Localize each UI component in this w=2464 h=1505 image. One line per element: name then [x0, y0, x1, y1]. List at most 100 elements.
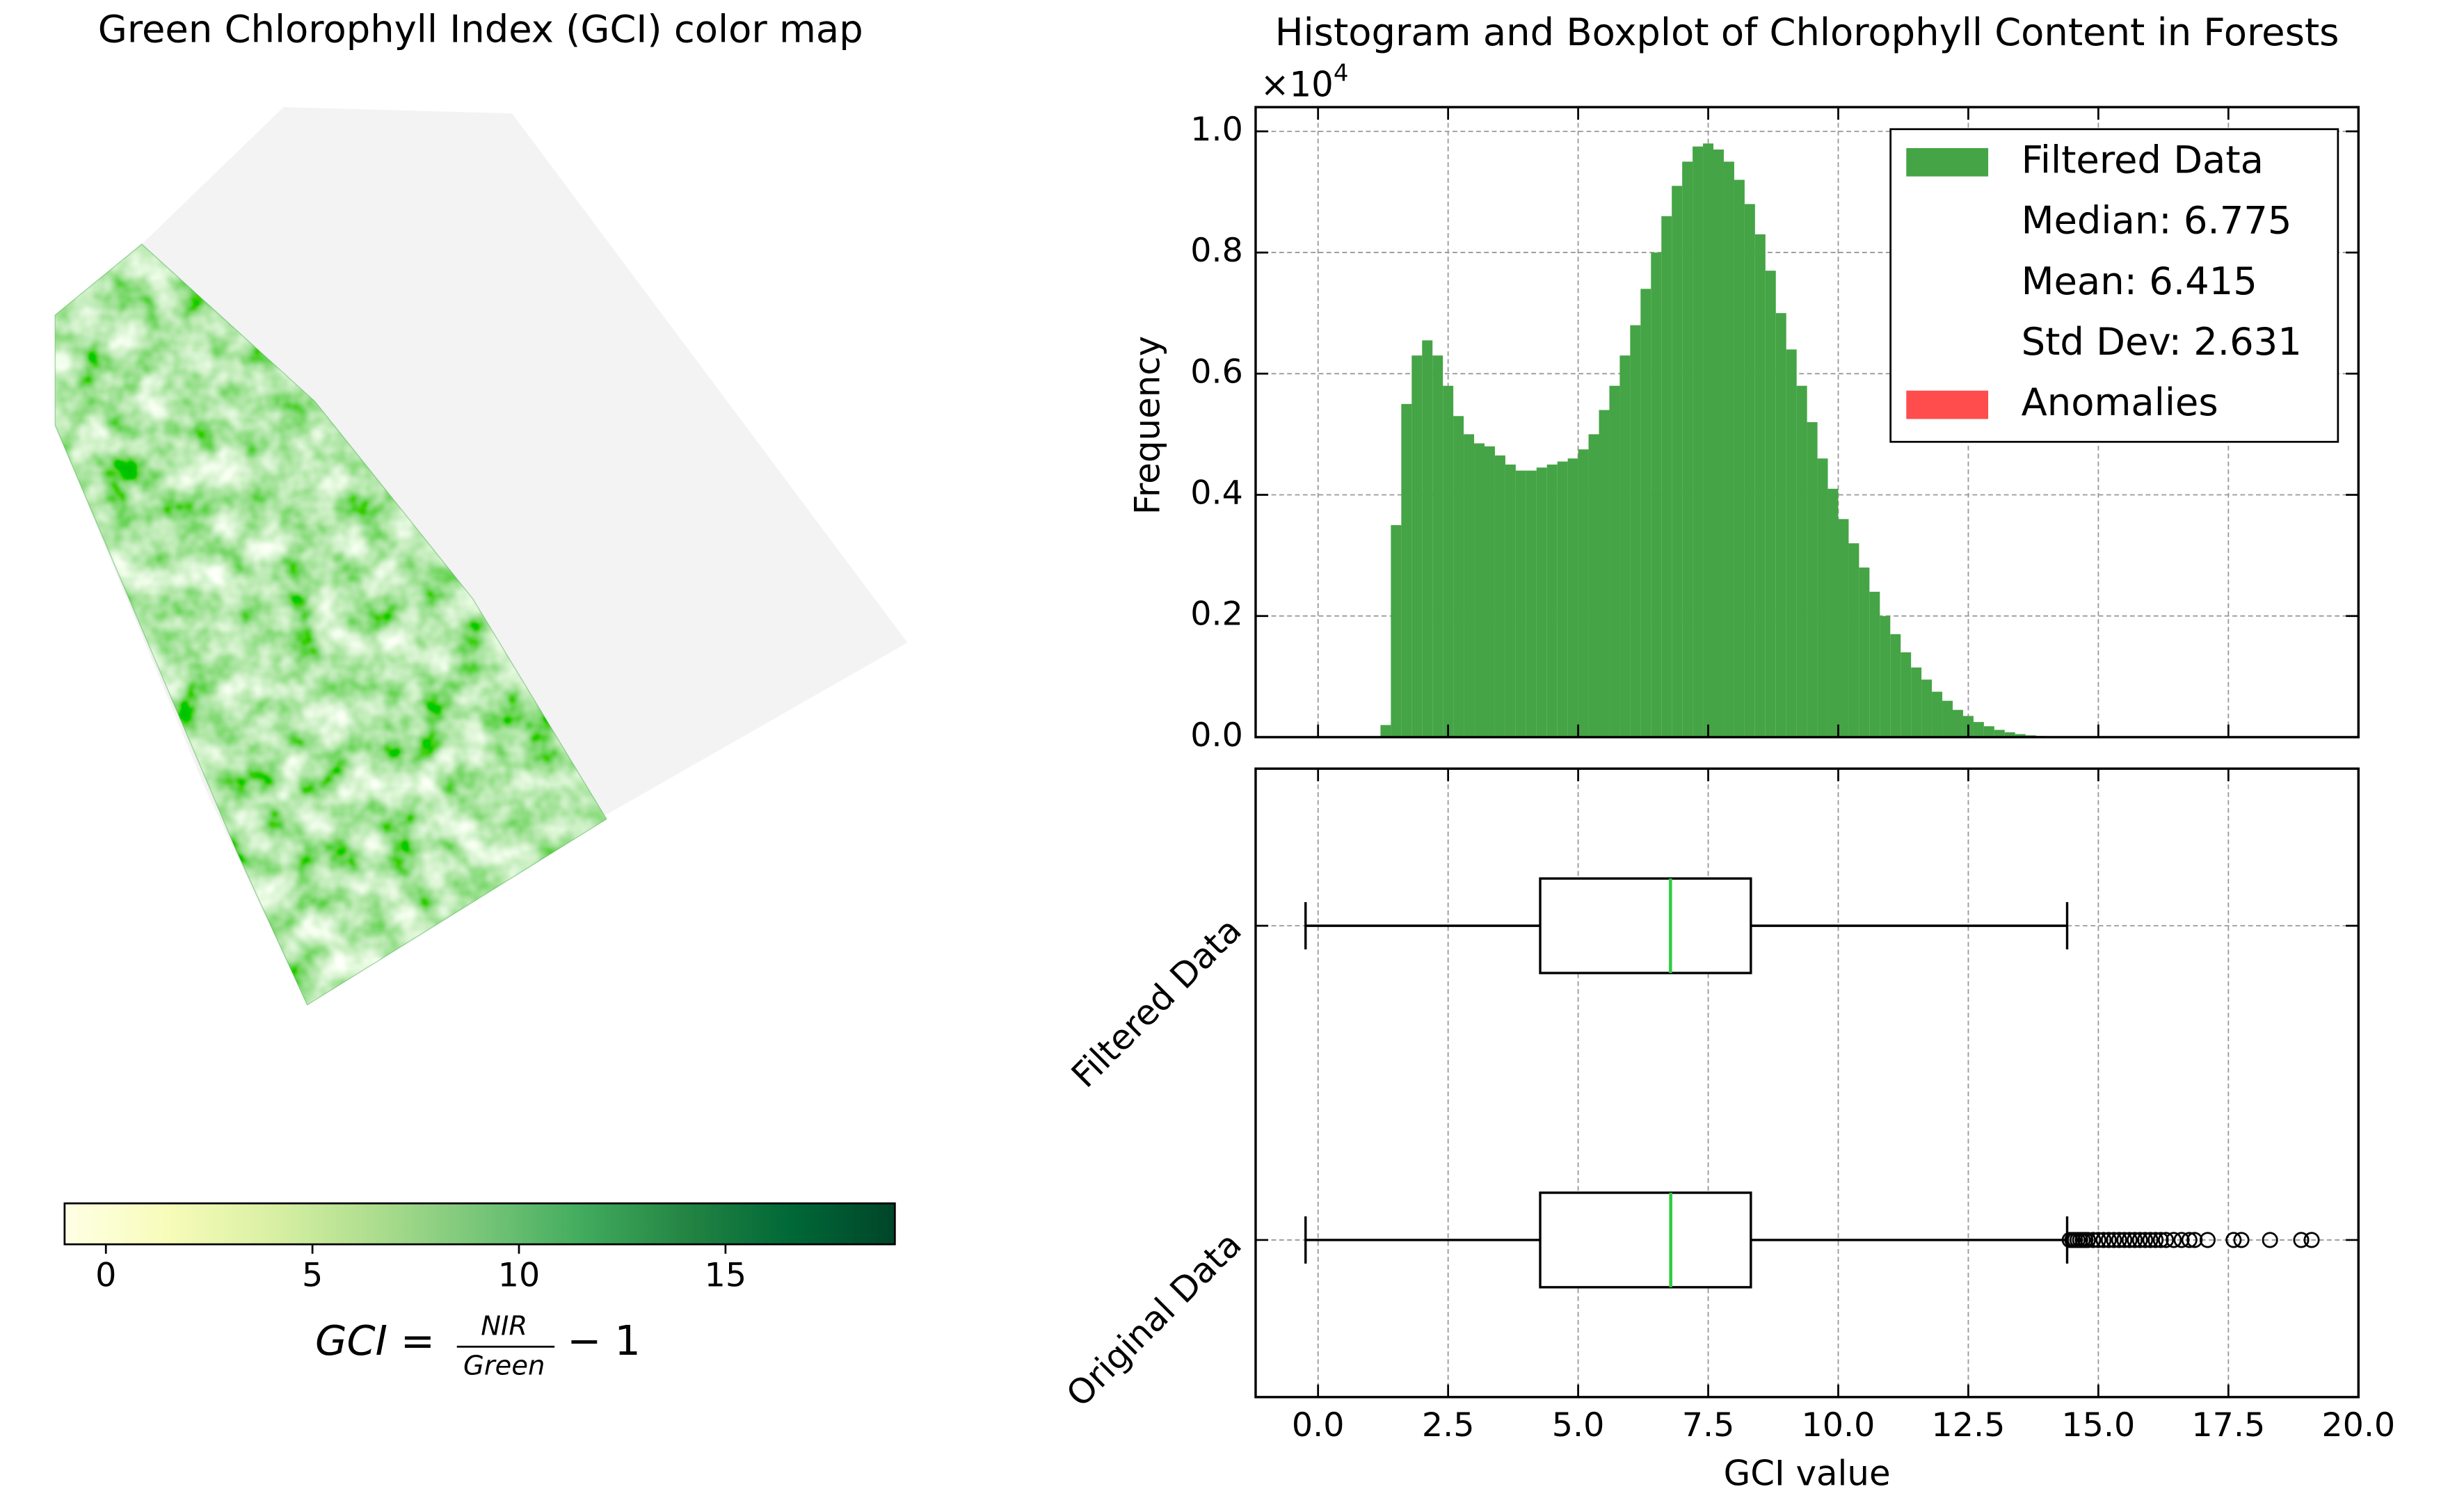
colorbar-tick-label: 10	[498, 1257, 541, 1295]
outlier	[2106, 1232, 2122, 1248]
histogram-bar	[1474, 443, 1485, 737]
legend-swatch	[1906, 390, 1989, 419]
outlier	[2303, 1232, 2320, 1248]
formula-denominator: Green	[463, 1350, 545, 1381]
outlier	[2225, 1232, 2242, 1248]
formula-numerator: NIR	[481, 1311, 527, 1342]
chart-title: Histogram and Boxplot of Chlorophyll Con…	[1275, 10, 2339, 54]
histogram-bar	[1443, 385, 1454, 737]
plot-frame	[1254, 767, 2360, 1399]
histogram-bar	[1775, 313, 1786, 737]
histogram-bar	[1672, 186, 1683, 737]
histogram-bar	[1630, 325, 1641, 737]
x-axis-label: GCI value	[1724, 1454, 1891, 1494]
outlier	[2293, 1232, 2310, 1248]
histogram-bar	[1640, 289, 1651, 737]
histogram-bar	[1588, 434, 1599, 737]
y-tick-label: 0.8	[1190, 232, 1243, 270]
outlier	[2131, 1232, 2148, 1248]
histogram-bar	[1505, 464, 1516, 737]
y-tick-label: Original Data	[1059, 1224, 1249, 1415]
histogram-bar	[1453, 416, 1464, 737]
histogram-bar	[1609, 385, 1620, 737]
outlier	[2111, 1232, 2127, 1248]
histogram-bar	[1526, 470, 1537, 737]
colorbar	[63, 1202, 896, 1246]
offset-exponent: 4	[1334, 59, 1349, 87]
outlier	[2173, 1232, 2190, 1248]
legend-box	[1889, 128, 2339, 443]
histogram-bar	[1942, 700, 1953, 737]
map-outline	[54, 243, 607, 1006]
histogram-bar	[1807, 421, 1818, 737]
histogram-bar	[1464, 434, 1475, 737]
legend-note: Std Dev: 2.631	[2022, 320, 2302, 364]
x-tick-label: 15.0	[2061, 1406, 2135, 1444]
histogram-bar	[1380, 725, 1391, 737]
histogram-bar	[1578, 449, 1589, 737]
map-title: Green Chlorophyll Index (GCI) color map	[98, 7, 863, 51]
histogram-bar	[1422, 340, 1433, 737]
histogram-bar	[1515, 470, 1526, 737]
outlier	[2181, 1232, 2198, 1248]
histogram-bar	[1911, 667, 1922, 737]
x-tick-label: 2.5	[1422, 1406, 1475, 1444]
histogram-bar	[1651, 252, 1662, 737]
x-tick-label: 0.0	[1292, 1406, 1345, 1444]
colorbar-tick-label: 5	[302, 1257, 323, 1295]
offset-label: ×104	[1261, 59, 1349, 104]
histogram-bar	[1827, 488, 1839, 737]
x-tick-label: 12.5	[1931, 1406, 2005, 1444]
histogram-bar	[1411, 355, 1423, 737]
outlier	[2137, 1232, 2154, 1248]
histogram-bar	[1661, 216, 1672, 737]
plot-frame	[1254, 106, 2360, 739]
outlier	[2085, 1232, 2102, 1248]
histogram-bar	[1921, 679, 1933, 737]
box	[1539, 877, 1752, 974]
outlier	[2079, 1232, 2096, 1248]
x-tick-label: 5.0	[1552, 1406, 1605, 1444]
histogram-bar	[1682, 161, 1693, 737]
outlier	[2121, 1232, 2138, 1248]
histogram-bar	[1599, 410, 1610, 737]
x-tick-label: 10.0	[1802, 1406, 1875, 1444]
y-tick-label: 1.0	[1190, 111, 1243, 149]
histogram-bar	[1880, 615, 1891, 737]
formula-lhs: GCI =	[315, 1317, 435, 1365]
histogram-bar	[1869, 591, 1880, 737]
histogram-bar	[2015, 734, 2026, 737]
outlier	[2199, 1232, 2216, 1248]
offset-base: ×10	[1261, 64, 1334, 104]
outlier	[2090, 1232, 2106, 1248]
box	[1539, 1191, 1752, 1289]
histogram-bar	[1391, 525, 1402, 737]
histogram-bar	[1734, 179, 1745, 737]
y-tick-label: 0.2	[1190, 595, 1243, 634]
histogram-bar	[1952, 709, 1963, 737]
formula-rhs: − 1	[567, 1317, 641, 1365]
outlier	[2147, 1232, 2164, 1248]
outlier	[2116, 1232, 2133, 1248]
histogram-bar	[1693, 146, 1704, 737]
histogram-bar	[1890, 634, 1901, 737]
outlier	[2186, 1232, 2203, 1248]
histogram-bar	[2004, 732, 2015, 737]
colorbar-tick-label: 0	[95, 1257, 116, 1295]
histogram-bar	[1536, 467, 1547, 737]
histogram-bar	[1494, 455, 1505, 737]
colorbar-tick-label: 15	[705, 1257, 747, 1295]
outlier	[2166, 1232, 2182, 1248]
legend-note: Mean: 6.415	[2022, 259, 2257, 303]
legend-label: Anomalies	[2022, 380, 2218, 424]
histogram-bar	[1723, 161, 1734, 737]
y-tick-label: 0.0	[1190, 716, 1243, 755]
x-tick-label: 7.5	[1682, 1406, 1735, 1444]
histogram-bar	[1859, 568, 1870, 737]
histogram-bar	[1901, 652, 1912, 737]
y-tick-label: 0.6	[1190, 353, 1243, 391]
histogram-bar	[1754, 234, 1766, 737]
outlier	[2095, 1232, 2112, 1248]
x-tick-label: 20.0	[2321, 1406, 2395, 1444]
